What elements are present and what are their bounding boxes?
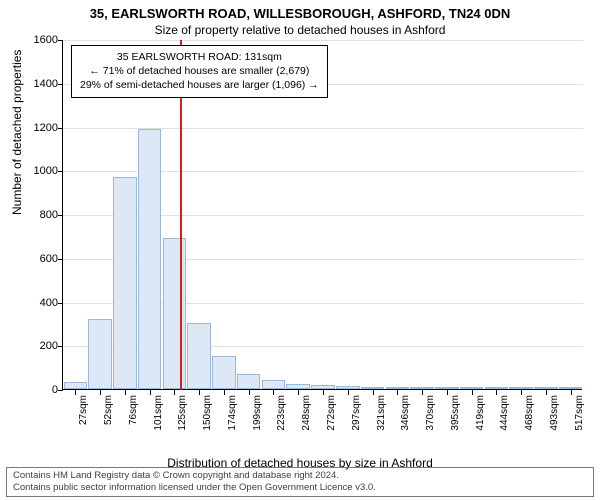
xtick-mark xyxy=(521,390,522,395)
annotation-line2: ← 71% of detached houses are smaller (2,… xyxy=(80,64,319,78)
xtick-label: 370sqm xyxy=(425,395,436,431)
xtick-mark xyxy=(75,390,76,395)
plot-region: 27sqm52sqm76sqm101sqm125sqm150sqm174sqm1… xyxy=(62,40,582,390)
xtick-label: 346sqm xyxy=(400,395,411,431)
ytick-mark xyxy=(58,259,63,260)
annotation-box: 35 EARLSWORTH ROAD: 131sqm← 71% of detac… xyxy=(71,45,328,98)
xtick-mark xyxy=(199,390,200,395)
histogram-bar xyxy=(559,387,583,389)
xtick-mark xyxy=(249,390,250,395)
ytick-mark xyxy=(58,171,63,172)
histogram-bar xyxy=(262,380,286,389)
ytick-mark xyxy=(58,84,63,85)
xtick-mark xyxy=(447,390,448,395)
xtick-mark xyxy=(125,390,126,395)
xtick-label: 101sqm xyxy=(153,395,164,431)
xtick-label: 174sqm xyxy=(227,395,238,431)
histogram-bar xyxy=(435,387,459,389)
chart-title-sub: Size of property relative to detached ho… xyxy=(0,21,600,37)
footer-line2: Contains public sector information licen… xyxy=(13,482,587,494)
xtick-label: 27sqm xyxy=(78,395,89,425)
histogram-bar xyxy=(460,387,484,389)
histogram-bar xyxy=(509,387,533,389)
xtick-mark xyxy=(298,390,299,395)
histogram-bar xyxy=(311,385,335,389)
annotation-line1: 35 EARLSWORTH ROAD: 131sqm xyxy=(80,50,319,64)
histogram-bar xyxy=(485,387,509,389)
xtick-mark xyxy=(373,390,374,395)
ytick-label: 800 xyxy=(18,209,58,221)
annotation-line3: 29% of semi-detached houses are larger (… xyxy=(80,78,319,92)
histogram-bar xyxy=(138,129,162,389)
ytick-mark xyxy=(58,303,63,304)
xtick-label: 272sqm xyxy=(326,395,337,431)
ytick-mark xyxy=(58,128,63,129)
xtick-label: 52sqm xyxy=(103,395,114,425)
xtick-label: 493sqm xyxy=(549,395,560,431)
ytick-mark xyxy=(58,40,63,41)
chart-area: 27sqm52sqm76sqm101sqm125sqm150sqm174sqm1… xyxy=(62,40,582,390)
footer-attribution: Contains HM Land Registry data © Crown c… xyxy=(6,467,594,497)
ytick-mark xyxy=(58,390,63,391)
xtick-label: 321sqm xyxy=(376,395,387,431)
xtick-label: 199sqm xyxy=(252,395,263,431)
ytick-mark xyxy=(58,215,63,216)
xtick-mark xyxy=(397,390,398,395)
histogram-bar xyxy=(212,356,236,389)
histogram-bar xyxy=(113,177,137,389)
xtick-label: 297sqm xyxy=(351,395,362,431)
ytick-label: 1000 xyxy=(18,165,58,177)
histogram-bar xyxy=(187,323,211,389)
xtick-label: 248sqm xyxy=(301,395,312,431)
xtick-label: 150sqm xyxy=(202,395,213,431)
histogram-bar xyxy=(386,387,410,389)
histogram-bar xyxy=(64,382,88,389)
ytick-mark xyxy=(58,346,63,347)
xtick-label: 223sqm xyxy=(276,395,287,431)
xtick-mark xyxy=(496,390,497,395)
histogram-bar xyxy=(163,238,187,389)
ytick-label: 1400 xyxy=(18,78,58,90)
gridline xyxy=(63,40,583,41)
xtick-mark xyxy=(323,390,324,395)
histogram-bar xyxy=(534,387,558,389)
xtick-mark xyxy=(150,390,151,395)
histogram-bar xyxy=(286,384,310,389)
xtick-mark xyxy=(273,390,274,395)
xtick-label: 517sqm xyxy=(574,395,585,431)
xtick-mark xyxy=(100,390,101,395)
xtick-mark xyxy=(174,390,175,395)
ytick-label: 1600 xyxy=(18,34,58,46)
xtick-label: 444sqm xyxy=(499,395,510,431)
xtick-label: 419sqm xyxy=(475,395,486,431)
xtick-mark xyxy=(224,390,225,395)
ytick-label: 1200 xyxy=(18,122,58,134)
xtick-label: 76sqm xyxy=(128,395,139,425)
footer-line1: Contains HM Land Registry data © Crown c… xyxy=(13,470,587,482)
xtick-label: 395sqm xyxy=(450,395,461,431)
ytick-label: 200 xyxy=(18,340,58,352)
xtick-mark xyxy=(422,390,423,395)
histogram-bar xyxy=(336,386,360,389)
histogram-bar xyxy=(361,387,385,389)
xtick-mark xyxy=(571,390,572,395)
ytick-label: 400 xyxy=(18,297,58,309)
ytick-label: 600 xyxy=(18,253,58,265)
chart-title-main: 35, EARLSWORTH ROAD, WILLESBOROUGH, ASHF… xyxy=(0,0,600,21)
xtick-label: 125sqm xyxy=(177,395,188,431)
xtick-mark xyxy=(546,390,547,395)
histogram-bar xyxy=(88,319,112,389)
xtick-mark xyxy=(472,390,473,395)
xtick-label: 468sqm xyxy=(524,395,535,431)
histogram-bar xyxy=(237,374,261,389)
histogram-bar xyxy=(410,387,434,389)
xtick-mark xyxy=(348,390,349,395)
ytick-label: 0 xyxy=(18,384,58,396)
